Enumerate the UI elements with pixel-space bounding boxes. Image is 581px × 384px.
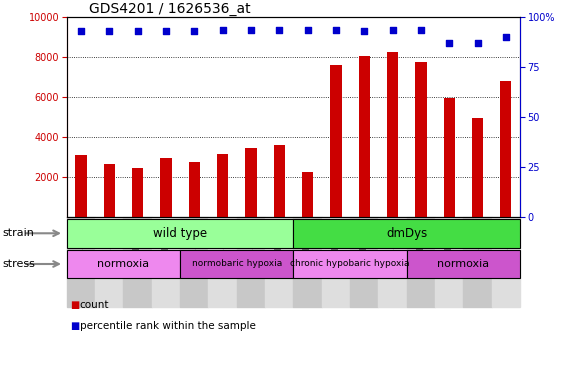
Text: count: count — [80, 300, 109, 310]
Point — [105, 28, 114, 34]
Bar — [472, 118, 483, 217]
Bar — [189, 162, 200, 217]
Bar — [322, 217, 350, 307]
Text: strain: strain — [3, 228, 35, 238]
Point — [218, 27, 227, 33]
Bar — [274, 145, 285, 217]
Point — [473, 40, 482, 46]
Point — [246, 27, 256, 33]
Bar — [123, 217, 152, 307]
Bar — [435, 217, 464, 307]
Point — [303, 27, 312, 33]
Point — [162, 28, 171, 34]
Bar — [350, 217, 378, 307]
Text: ■: ■ — [70, 321, 79, 331]
Point — [388, 27, 397, 33]
Bar — [95, 217, 123, 307]
Bar — [293, 219, 520, 248]
Bar — [464, 217, 492, 307]
Text: stress: stress — [3, 259, 36, 269]
Text: chronic hypobaric hypoxia: chronic hypobaric hypoxia — [290, 260, 410, 268]
Bar — [407, 217, 435, 307]
Bar — [180, 250, 293, 278]
Text: dmDys: dmDys — [386, 227, 427, 240]
Bar — [160, 158, 171, 217]
Point — [275, 27, 284, 33]
Bar — [67, 219, 293, 248]
Text: GDS4201 / 1626536_at: GDS4201 / 1626536_at — [89, 2, 251, 16]
Bar — [217, 154, 228, 217]
Bar — [152, 217, 180, 307]
Bar — [387, 52, 398, 217]
Text: normoxia: normoxia — [98, 259, 149, 269]
Bar — [265, 217, 293, 307]
Bar — [330, 65, 342, 217]
Point — [189, 28, 199, 34]
Text: normoxia: normoxia — [437, 259, 489, 269]
Point — [360, 28, 369, 34]
Bar — [293, 217, 322, 307]
Bar — [407, 250, 520, 278]
Bar — [209, 217, 237, 307]
Point — [416, 27, 425, 33]
Text: normobaric hypoxia: normobaric hypoxia — [192, 260, 282, 268]
Text: ■: ■ — [70, 300, 79, 310]
Text: wild type: wild type — [153, 227, 207, 240]
Point — [501, 34, 511, 40]
Bar — [132, 168, 144, 217]
Bar — [443, 98, 455, 217]
Text: percentile rank within the sample: percentile rank within the sample — [80, 321, 256, 331]
Bar — [378, 217, 407, 307]
Bar — [180, 217, 209, 307]
Bar — [293, 250, 407, 278]
Point — [444, 40, 454, 46]
Bar — [237, 217, 265, 307]
Bar — [67, 217, 95, 307]
Bar — [358, 56, 370, 217]
Bar — [245, 148, 257, 217]
Point — [76, 28, 85, 34]
Bar — [500, 81, 511, 217]
Bar — [76, 155, 87, 217]
Point — [331, 27, 340, 33]
Point — [133, 28, 142, 34]
Bar — [67, 250, 180, 278]
Bar — [492, 217, 520, 307]
Bar — [103, 164, 115, 217]
Bar — [302, 172, 313, 217]
Bar — [415, 62, 426, 217]
